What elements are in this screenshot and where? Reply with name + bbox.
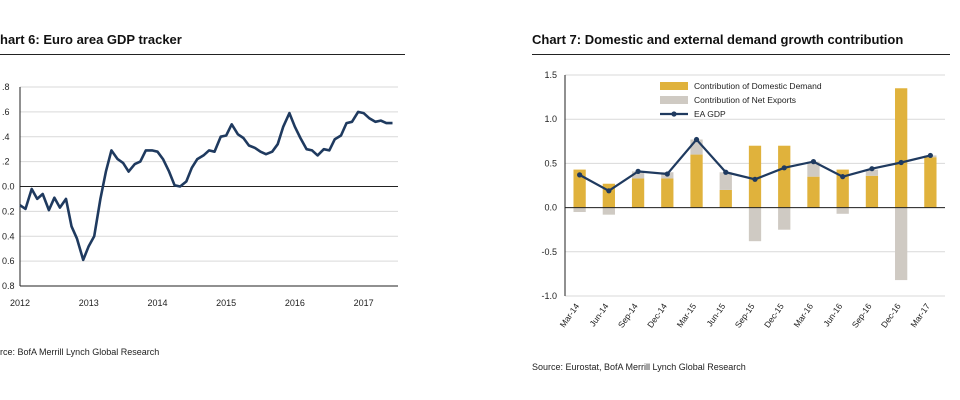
- chart-7-title-rule: [532, 54, 950, 55]
- ea-gdp-point: [840, 174, 846, 180]
- domestic-demand-bar: [631, 178, 645, 208]
- domestic-demand-bar: [924, 157, 937, 208]
- legend-label: Contribution of Net Exports: [694, 95, 796, 105]
- gdp-tracker-chart: .8 .6 .4 .2 0.0 0.2 0.4 0.6 0.8 2012 2013 2014 2015 2…: [2, 82, 398, 308]
- net-exports-bar: [719, 172, 732, 190]
- net-exports-bar: [748, 207, 762, 242]
- y-tick-label: 0.0: [544, 203, 557, 213]
- net-exports-bar: [865, 169, 879, 176]
- domestic-demand-bar: [661, 178, 674, 208]
- x-tick-label: Jun-14: [587, 301, 610, 328]
- x-tick-label: 2016: [285, 298, 305, 308]
- x-tick-label: Jun-16: [821, 301, 844, 328]
- x-tick-label: 2017: [354, 298, 374, 308]
- chart-6-source: rce: BofA Merrill Lynch Global Research: [0, 347, 160, 357]
- domestic-demand-bar: [748, 145, 762, 208]
- net-exports-bar: [573, 207, 586, 213]
- x-tick-label: Mar-16: [791, 301, 815, 329]
- domestic-demand-bar: [807, 176, 820, 208]
- net-exports-bar: [836, 207, 849, 214]
- demand-contribution-panel: Chart 7: Domestic and external demand gr…: [490, 0, 960, 400]
- net-exports-bar: [895, 207, 908, 281]
- ea-gdp-point: [577, 172, 583, 178]
- legend-label: EA GDP: [694, 109, 726, 119]
- x-tick-label: Jun-15: [704, 301, 727, 328]
- x-tick-label: Sep-15: [733, 301, 757, 329]
- legend-label: Contribution of Domestic Demand: [694, 81, 822, 91]
- domestic-demand-bar: [865, 175, 879, 208]
- x-tick-label: 2015: [216, 298, 236, 308]
- legend-swatch: [660, 96, 688, 104]
- ea-gdp-point: [606, 188, 612, 194]
- y-tick-label: 0.8: [2, 281, 15, 291]
- domestic-demand-bar: [719, 189, 732, 208]
- x-tick-label: Sep-16: [850, 301, 874, 329]
- y-tick-label: 0.2: [2, 206, 15, 216]
- x-tick-label: Sep-14: [616, 301, 640, 329]
- ea-gdp-point: [723, 169, 729, 175]
- x-tick-label: 2014: [147, 298, 167, 308]
- ea-gdp-point: [898, 159, 904, 166]
- y-tick-label: .4: [2, 132, 10, 142]
- ea-gdp-point: [781, 165, 787, 171]
- net-exports-bar: [807, 161, 820, 177]
- y-tick-label: -0.5: [541, 247, 557, 257]
- ea-gdp-point: [810, 159, 817, 165]
- y-tick-label: .8: [2, 82, 10, 92]
- y-tick-label: 0.4: [2, 231, 15, 241]
- gdp-tracker-line: [19, 110, 393, 262]
- ea-gdp-point: [635, 168, 641, 174]
- y-tick-label: 1.0: [544, 114, 557, 124]
- gdp-tracker-panel: hart 6: Euro area GDP tracker .8 .6 .4 .2 0.…: [0, 0, 470, 400]
- domestic-demand-bar: [778, 145, 791, 208]
- domestic-demand-bar: [573, 169, 586, 208]
- chart-7-source: Source: Eurostat, BofA Merrill Lynch Glo…: [532, 362, 746, 372]
- y-tick-label: 0.0: [2, 182, 15, 192]
- y-tick-label: 1.5: [544, 70, 557, 80]
- y-tick-label: -1.0: [541, 291, 557, 301]
- net-exports-bar: [631, 171, 645, 179]
- ea-gdp-point: [693, 136, 700, 143]
- net-exports-bar: [602, 207, 615, 215]
- y-tick-label: 0.6: [2, 256, 15, 266]
- domestic-demand-bar: [836, 169, 849, 208]
- x-tick-label: Mar-14: [558, 301, 582, 329]
- ea-gdp-point: [869, 166, 875, 172]
- domestic-demand-bar: [690, 154, 703, 208]
- x-tick-label: 2012: [10, 298, 30, 308]
- domestic-demand-bar: [895, 88, 908, 208]
- y-tick-label: .2: [2, 157, 10, 167]
- legend-swatch: [660, 82, 688, 90]
- y-tick-label: 0.5: [544, 158, 557, 168]
- x-tick-label: Mar-17: [908, 301, 932, 329]
- ea-gdp-point: [927, 152, 933, 159]
- chart-6-title-rule: [0, 54, 405, 55]
- ea-gdp-point: [664, 171, 670, 177]
- net-exports-bar: [778, 207, 791, 230]
- ea-gdp-point: [752, 176, 758, 182]
- x-tick-label: Mar-15: [675, 301, 699, 329]
- y-tick-label: .6: [2, 107, 10, 117]
- chart-6-title: hart 6: Euro area GDP tracker: [0, 32, 182, 47]
- x-tick-label: Dec-15: [762, 301, 786, 329]
- x-tick-label: 2013: [79, 298, 99, 308]
- legend-swatch-marker: [671, 111, 677, 117]
- x-tick-label: Dec-16: [879, 301, 903, 329]
- x-tick-label: Dec-14: [645, 301, 669, 329]
- chart-7-title: Chart 7: Domestic and external demand gr…: [532, 32, 904, 47]
